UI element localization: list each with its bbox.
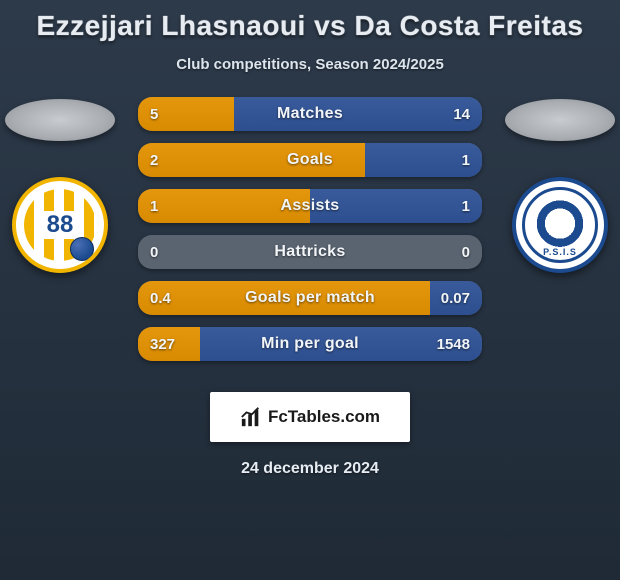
stat-row: Min per goal3271548: [138, 327, 482, 361]
bar-value-right: 0.07: [429, 281, 482, 315]
player-right-avatar: [505, 99, 615, 141]
bar-label: Goals: [138, 143, 482, 177]
chart-icon: [240, 406, 262, 428]
club-badge-right: P.S.I.S: [512, 177, 608, 273]
bar-value-right: 1: [450, 143, 482, 177]
bar-value-left: 0: [138, 235, 170, 269]
bar-value-right: 1548: [425, 327, 482, 361]
fctables-label: FcTables.com: [268, 407, 380, 427]
fctables-badge: FcTables.com: [210, 392, 410, 442]
badge-left-number: 88: [41, 211, 80, 239]
bar-value-left: 0.4: [138, 281, 183, 315]
bar-value-left: 327: [138, 327, 187, 361]
stat-bars: Matches514Goals21Assists11Hattricks00Goa…: [138, 97, 482, 373]
main-area: 88 P.S.I.S Matches514Goals21Assists11Hat…: [0, 97, 620, 377]
bar-value-right: 14: [441, 97, 482, 131]
page-subtitle: Club competitions, Season 2024/2025: [0, 56, 620, 73]
bar-value-left: 1: [138, 189, 170, 223]
stat-row: Goals2 1: [138, 143, 482, 177]
bar-value-right: 0: [450, 235, 482, 269]
bar-value-left: 5: [138, 97, 170, 131]
bar-value-left: 2: [138, 143, 170, 177]
player-right-column: P.S.I.S: [500, 97, 620, 273]
page-title: Ezzejjari Lhasnaoui vs Da Costa Freitas: [0, 0, 620, 42]
footer: FcTables.com 24 december 2024: [0, 392, 620, 478]
stat-row: Hattricks0 0: [138, 235, 482, 269]
player-left-column: 88: [0, 97, 120, 273]
bar-label: Hattricks: [138, 235, 482, 269]
stat-row: Assists1 1: [138, 189, 482, 223]
bar-label: Assists: [138, 189, 482, 223]
badge-right-text: P.S.I.S: [516, 247, 604, 257]
date-text: 24 december 2024: [241, 460, 379, 478]
bar-value-right: 1: [450, 189, 482, 223]
comparison-card: Ezzejjari Lhasnaoui vs Da Costa Freitas …: [0, 0, 620, 580]
player-left-avatar: [5, 99, 115, 141]
stat-row: Goals per match0.40.07: [138, 281, 482, 315]
club-badge-left: 88: [12, 177, 108, 273]
stat-row: Matches5 14: [138, 97, 482, 131]
bar-label: Matches: [138, 97, 482, 131]
badge-left-ball-icon: [70, 237, 94, 261]
